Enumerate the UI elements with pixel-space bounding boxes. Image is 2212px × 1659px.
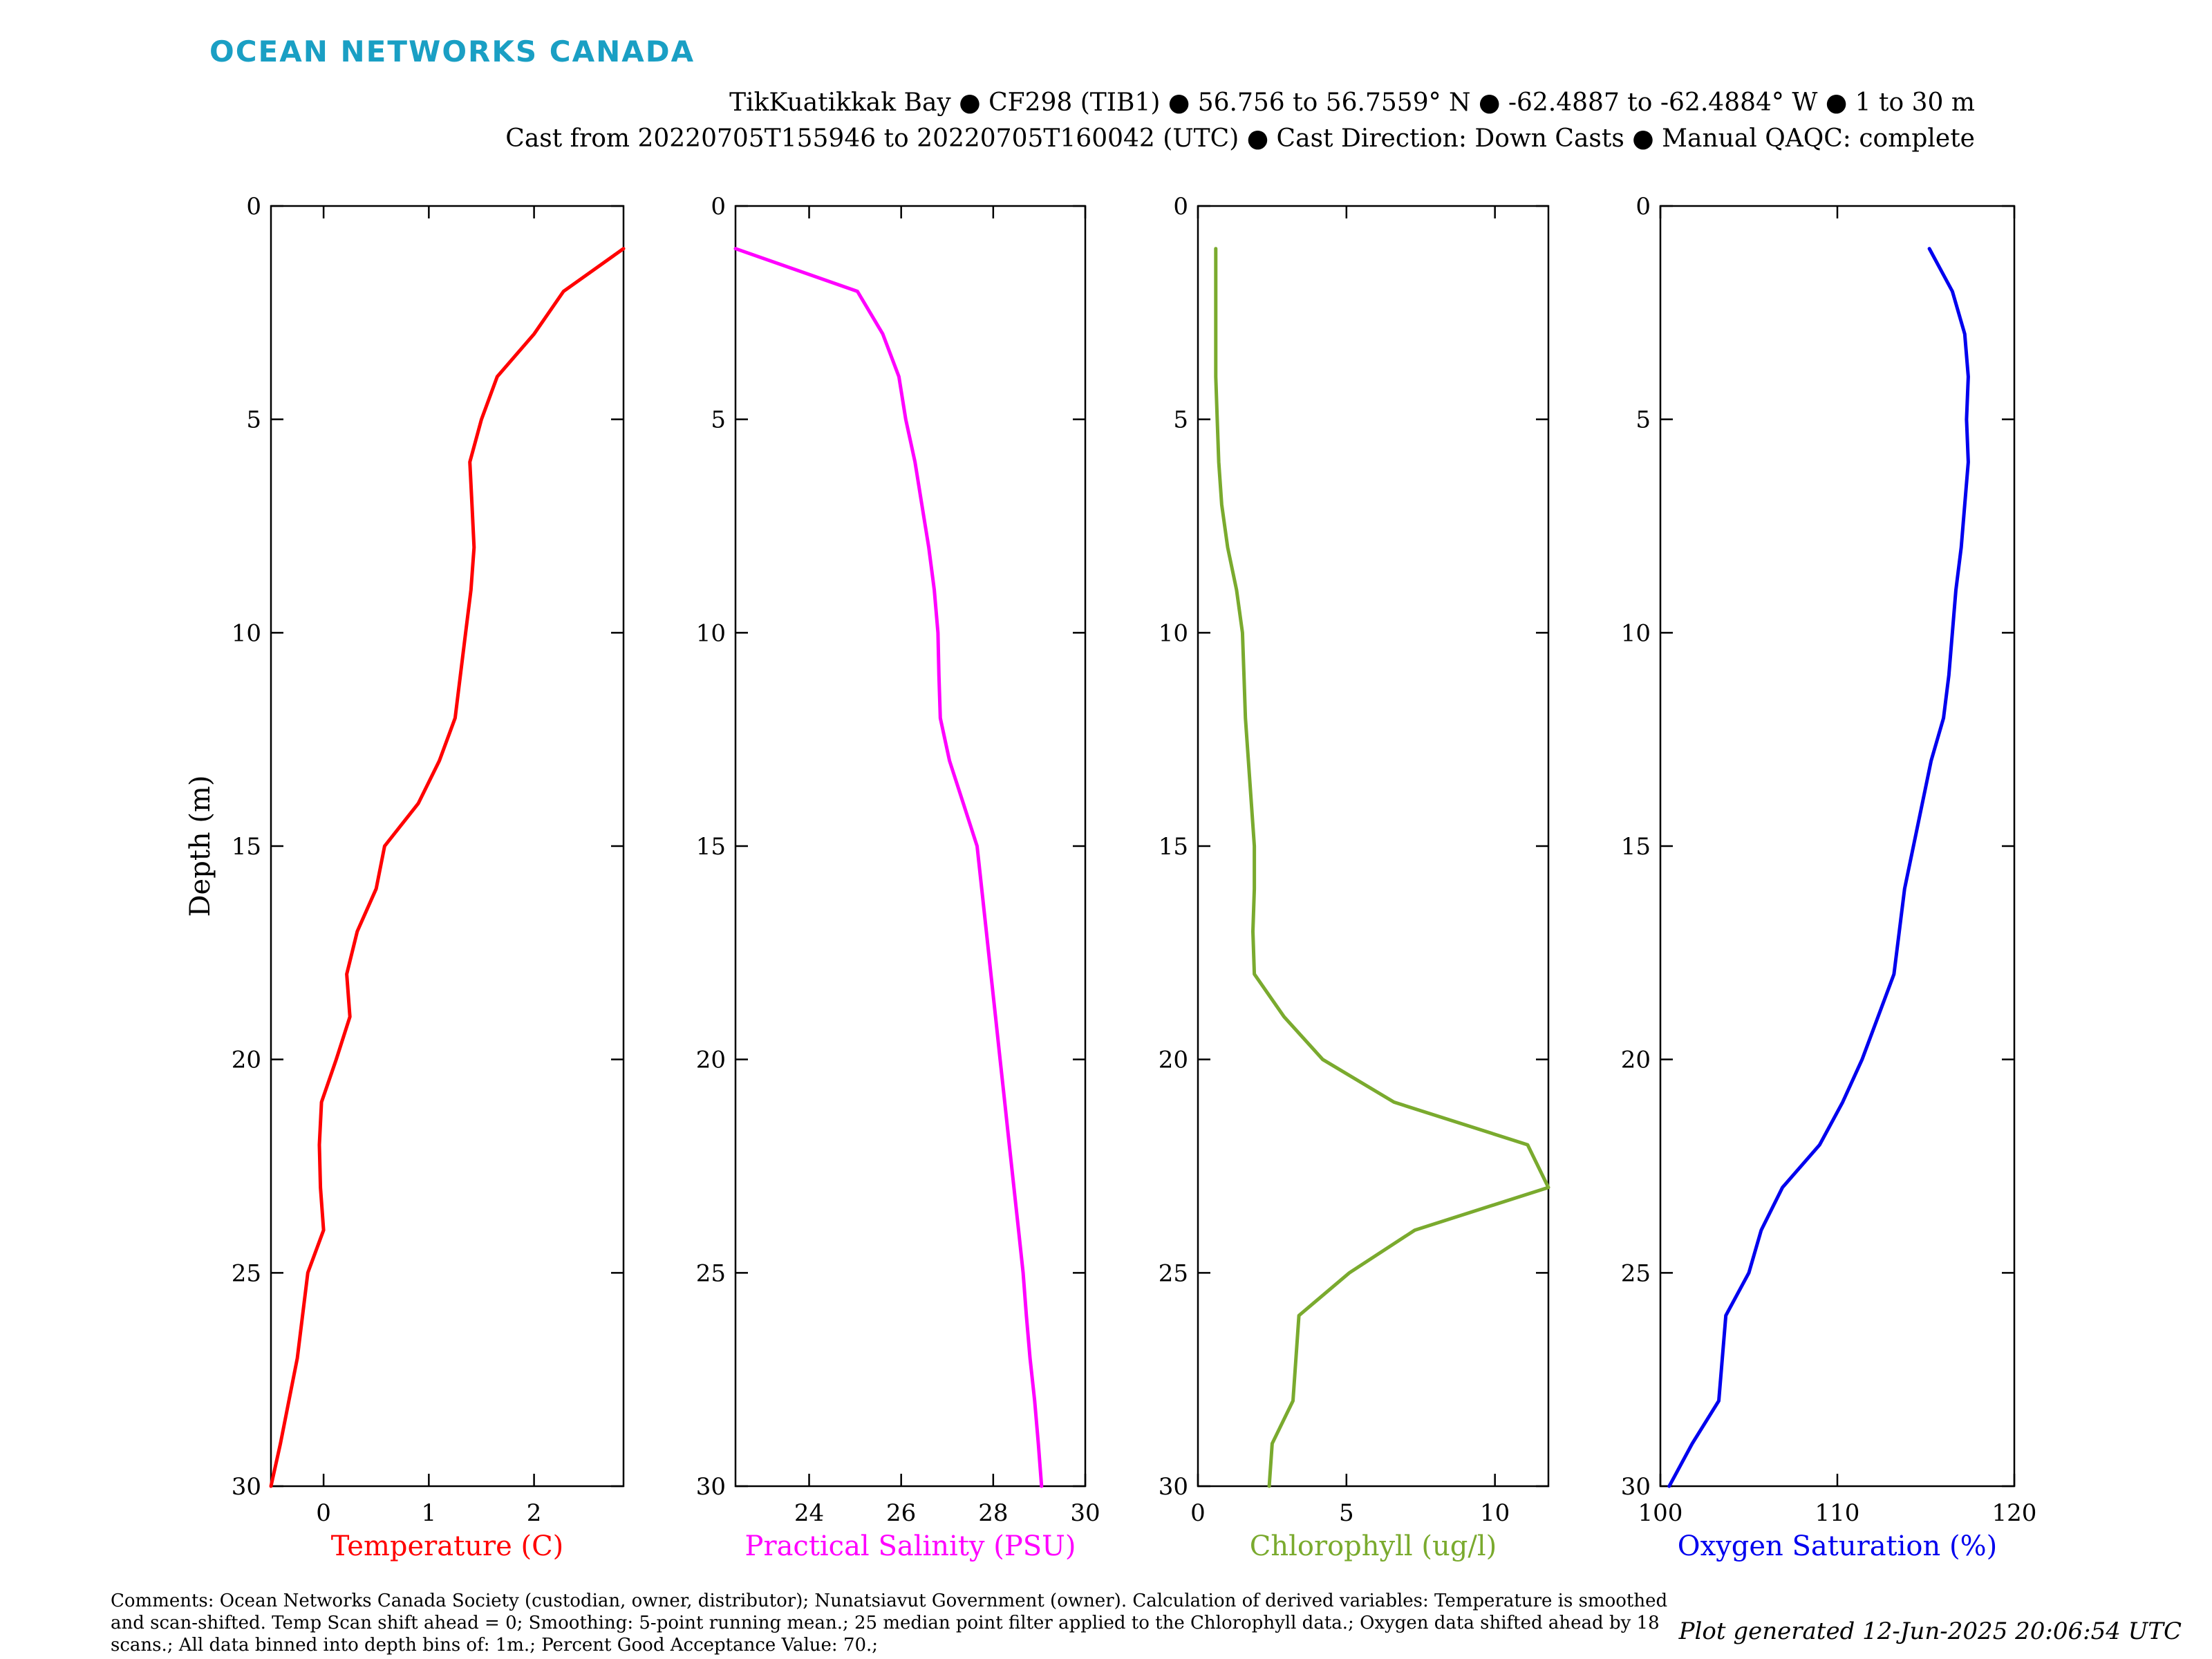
salinity-ytick-label: 5 <box>711 406 726 434</box>
depth-axis-label: Depth (m) <box>185 775 216 917</box>
chlorophyll-ytick-label: 5 <box>1173 406 1188 434</box>
salinity-xaxis-label: Practical Salinity (PSU) <box>745 1530 1076 1562</box>
plot-generated-timestamp: Plot generated 12-Jun-2025 20:06:54 UTC <box>1678 1618 2182 1645</box>
salinity-ytick-label: 10 <box>696 619 726 647</box>
salinity-ytick-label: 20 <box>696 1047 726 1074</box>
chlorophyll-ytick-label: 30 <box>1159 1473 1188 1501</box>
chlorophyll-ytick-label: 20 <box>1159 1047 1188 1074</box>
oxygen-ytick-label: 0 <box>1635 193 1651 221</box>
salinity-ytick-label: 25 <box>696 1259 726 1287</box>
chlorophyll-xtick-label: 0 <box>1190 1499 1206 1527</box>
oxygen-axes-frame <box>1659 205 2016 1488</box>
temperature-ytick-label: 0 <box>246 193 261 221</box>
salinity-ytick-label: 0 <box>711 193 726 221</box>
chart-header-location: TikKuatikkak Bay ● CF298 (TIB1) ● 56.756… <box>729 88 1975 117</box>
chlorophyll-ytick-label: 15 <box>1159 833 1188 861</box>
salinity-axes-frame <box>734 205 1087 1488</box>
oxygen-ytick-label: 20 <box>1621 1047 1651 1074</box>
oxygen-xtick-label: 100 <box>1638 1499 1683 1527</box>
chlorophyll-ytick-label: 25 <box>1159 1259 1188 1287</box>
chlorophyll-ytick-label: 10 <box>1159 619 1188 647</box>
temperature-profile-line <box>269 247 626 1488</box>
oxygen-ytick-label: 25 <box>1621 1259 1651 1287</box>
chlorophyll-ytick-label: 0 <box>1173 193 1188 221</box>
temperature-xtick-label: 2 <box>527 1499 542 1527</box>
temperature-ytick-label: 15 <box>232 833 261 861</box>
oxygen-ytick-label: 30 <box>1621 1473 1651 1501</box>
chlorophyll-xaxis-label: Chlorophyll (ug/l) <box>1250 1530 1497 1562</box>
chart-header-cast: Cast from 20220705T155946 to 20220705T16… <box>505 124 1975 153</box>
temperature-ytick-label: 10 <box>232 619 261 647</box>
temperature-axes-frame <box>270 205 625 1488</box>
salinity-profile-line <box>733 247 1044 1488</box>
temperature-ytick-label: 20 <box>232 1047 261 1074</box>
oxygen-xtick-label: 110 <box>1815 1499 1860 1527</box>
oxygen-profile-line <box>1667 247 1970 1488</box>
oxygen-xaxis-label: Oxygen Saturation (%) <box>1678 1530 1997 1562</box>
salinity-xtick-label: 28 <box>978 1499 1008 1527</box>
plot-comments: Comments: Ocean Networks Canada Society … <box>111 1591 1668 1656</box>
temperature-xtick-label: 1 <box>422 1499 437 1527</box>
salinity-xtick-label: 30 <box>1070 1499 1100 1527</box>
temperature-ytick-label: 30 <box>232 1473 261 1501</box>
oxygen-ytick-label: 10 <box>1621 619 1651 647</box>
salinity-xtick-label: 24 <box>794 1499 824 1527</box>
oxygen-ytick-label: 15 <box>1621 833 1651 861</box>
chlorophyll-xtick-label: 5 <box>1339 1499 1354 1527</box>
oxygen-ytick-label: 5 <box>1635 406 1651 434</box>
salinity-ytick-label: 15 <box>696 833 726 861</box>
chlorophyll-profile-line <box>1214 247 1550 1488</box>
chlorophyll-xtick-label: 10 <box>1480 1499 1510 1527</box>
salinity-xtick-label: 26 <box>886 1499 916 1527</box>
oxygen-xtick-label: 120 <box>1992 1499 2037 1527</box>
temperature-xtick-label: 0 <box>316 1499 331 1527</box>
chlorophyll-axes-frame <box>1197 205 1550 1488</box>
temperature-ytick-label: 5 <box>246 406 261 434</box>
temperature-ytick-label: 25 <box>232 1259 261 1287</box>
salinity-ytick-label: 30 <box>696 1473 726 1501</box>
temperature-xaxis-label: Temperature (C) <box>331 1530 564 1562</box>
onc-logo: OCEAN NETWORKS CANADA <box>209 35 695 68</box>
